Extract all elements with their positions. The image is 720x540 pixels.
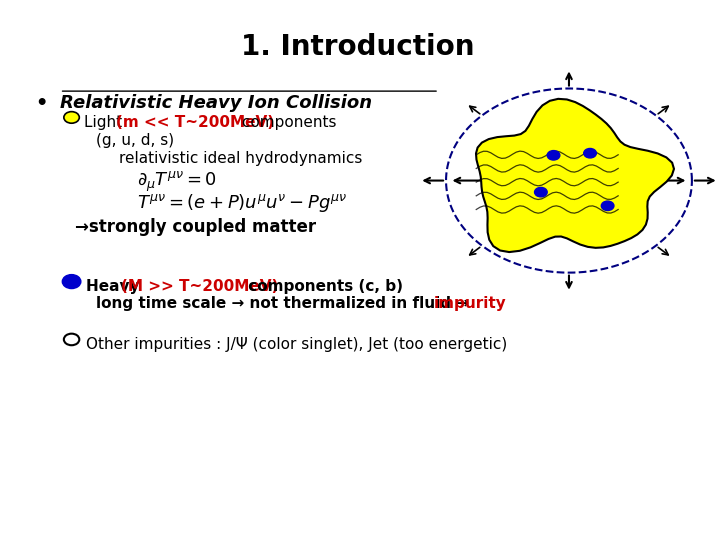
Text: →strongly coupled matter: →strongly coupled matter (75, 219, 316, 237)
Text: (M >> T~200MeV): (M >> T~200MeV) (121, 279, 278, 294)
Text: (g, u, d, s): (g, u, d, s) (96, 133, 174, 148)
Text: g,u,d,s: g,u,d,s (533, 181, 579, 195)
Text: $\partial_\mu T^{\mu\nu} = 0$: $\partial_\mu T^{\mu\nu} = 0$ (137, 170, 217, 194)
Text: 1. Introduction: 1. Introduction (241, 33, 475, 61)
Text: components: components (238, 115, 337, 130)
Text: (m << T~200MeV): (m << T~200MeV) (116, 115, 274, 130)
Circle shape (584, 148, 596, 158)
Text: Other impurities : J/Ψ (color singlet), Jet (too energetic): Other impurities : J/Ψ (color singlet), … (86, 338, 508, 352)
Text: Light: Light (84, 115, 127, 130)
Circle shape (547, 151, 560, 160)
Text: HQ: HQ (570, 146, 598, 164)
Circle shape (63, 275, 81, 288)
Text: impurity: impurity (434, 296, 507, 311)
Text: long time scale → not thermalized in fluid →: long time scale → not thermalized in flu… (96, 296, 474, 311)
Text: relativistic ideal hydrodynamics: relativistic ideal hydrodynamics (120, 151, 363, 166)
Text: components (c, b): components (c, b) (243, 279, 403, 294)
Polygon shape (476, 99, 674, 252)
Circle shape (534, 187, 547, 197)
Text: Relativistic Heavy Ion Collision: Relativistic Heavy Ion Collision (60, 94, 372, 112)
Text: •: • (35, 94, 48, 113)
Text: Heavy: Heavy (86, 279, 145, 294)
Circle shape (64, 334, 79, 345)
Circle shape (601, 201, 614, 211)
Circle shape (64, 112, 79, 123)
Text: $T^{\mu\nu} = (e + P)u^\mu u^\nu - Pg^{\mu\nu}$: $T^{\mu\nu} = (e + P)u^\mu u^\nu - Pg^{\… (137, 192, 347, 214)
